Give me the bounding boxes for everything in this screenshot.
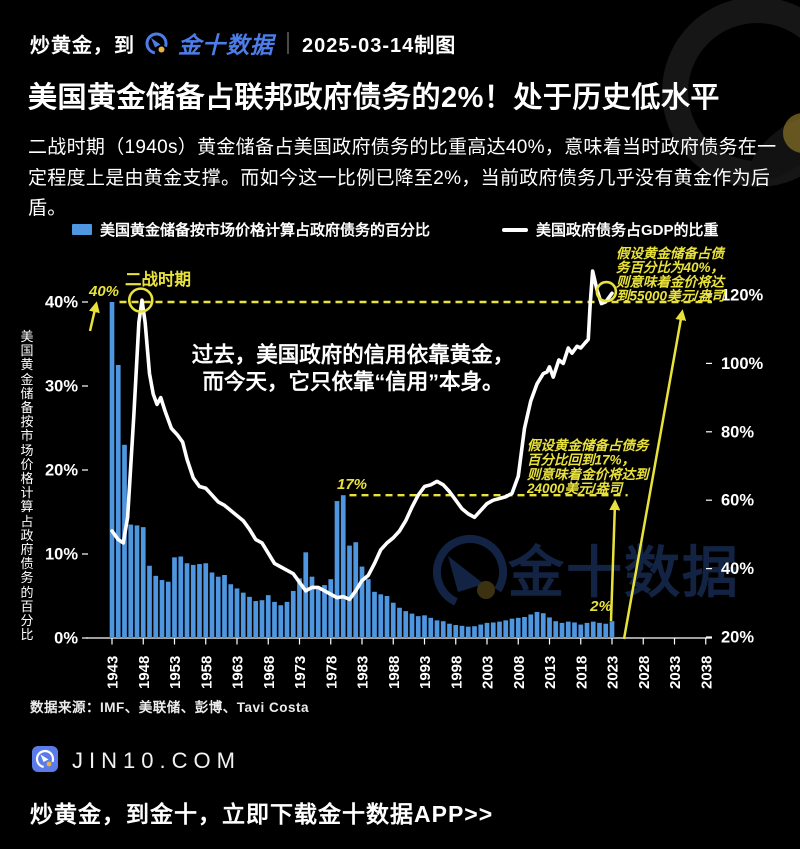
- page-title: 美国黄金储备占联邦政府债务的2%！处于历史低水平: [28, 82, 720, 114]
- svg-text:40%: 40%: [721, 560, 754, 578]
- svg-text:则意味着金价将达: 则意味着金价将达: [616, 274, 726, 289]
- svg-text:30%: 30%: [45, 378, 78, 396]
- svg-text:1973: 1973: [292, 656, 309, 689]
- site-url: JIN10.COM: [72, 748, 241, 773]
- highlight-circles: [127, 280, 618, 313]
- svg-text:1993: 1993: [417, 656, 434, 689]
- svg-text:而今天，它只依靠“信用”本身。: 而今天，它只依靠“信用”本身。: [202, 369, 503, 394]
- chart-labels: 二战时期 40% 17% 2% 假设黄金储备占债务百分比为40%，则意味着金价将达到55…: [88, 246, 727, 615]
- svg-text:2003: 2003: [480, 656, 497, 689]
- svg-text:到55000美元/盎司: 到55000美元/盎司: [616, 289, 726, 304]
- svg-text:1953: 1953: [167, 656, 184, 689]
- svg-text:2%: 2%: [589, 598, 612, 615]
- svg-text:务百分比为40%，: 务百分比为40%，: [616, 260, 724, 275]
- svg-text:120%: 120%: [721, 287, 764, 305]
- left-axis-title: 美国黄金储备按市场价格计算占政府债务的百分比: [20, 329, 34, 643]
- svg-text:2038: 2038: [698, 656, 715, 689]
- svg-text:2013: 2013: [542, 656, 559, 689]
- download-app-cta[interactable]: 炒黄金，到金十，立即下载金十数据APP>>: [30, 801, 494, 827]
- svg-text:100%: 100%: [721, 355, 764, 373]
- gold-reserve-bars: [109, 302, 615, 638]
- svg-text:1963: 1963: [230, 656, 247, 689]
- svg-text:1943: 1943: [105, 656, 122, 689]
- svg-text:1948: 1948: [136, 656, 153, 689]
- svg-text:1978: 1978: [323, 656, 340, 689]
- svg-text:20%: 20%: [45, 462, 78, 480]
- svg-text:过去，美国政府的信用依靠黄金，: 过去，美国政府的信用依靠黄金，: [192, 342, 515, 367]
- legend-gold-bars: 美国黄金储备按市场价格计算占政府债务的百分比: [72, 219, 430, 240]
- svg-text:2023: 2023: [605, 656, 622, 689]
- axes: 40% 30% 20% 10% 0% 120% 100% 80% 60% 40% 20% 1943 19…: [45, 287, 764, 690]
- svg-text:2008: 2008: [511, 656, 528, 689]
- projection-arrows: [88, 301, 687, 640]
- svg-text:40%: 40%: [45, 294, 78, 312]
- svg-text:24000美元/盎司: 24000美元/盎司: [526, 481, 624, 496]
- svg-text:1983: 1983: [355, 656, 372, 689]
- svg-text:40%: 40%: [88, 283, 119, 300]
- svg-text:20%: 20%: [721, 629, 754, 647]
- legend-line-label: 美国政府债务占GDP的比重: [536, 222, 719, 239]
- bar-swatch-icon: [72, 224, 92, 235]
- intro-paragraph: 二战时期（1940s）黄金储备占美国政府债务的比重高达40%，意味着当时政府债务…: [28, 137, 777, 219]
- svg-text:2033: 2033: [667, 656, 684, 689]
- svg-text:假设黄金储备占债务: 假设黄金储备占债务: [527, 438, 651, 453]
- svg-text:1968: 1968: [261, 656, 278, 689]
- chart-date: 2025-03-14制图: [302, 34, 457, 57]
- svg-text:10%: 10%: [45, 546, 78, 564]
- reference-lines: [119, 300, 712, 497]
- svg-text:2028: 2028: [636, 656, 653, 689]
- svg-text:80%: 80%: [721, 423, 754, 441]
- svg-text:2018: 2018: [573, 656, 590, 689]
- svg-text:1998: 1998: [448, 656, 465, 689]
- svg-text:1988: 1988: [386, 656, 403, 689]
- header-tagline: 炒黄金，到: [30, 34, 135, 57]
- jin10-app-icon: [32, 746, 58, 772]
- svg-text:0%: 0%: [54, 630, 78, 648]
- svg-text:17%: 17%: [337, 476, 367, 493]
- svg-text:60%: 60%: [721, 492, 754, 510]
- svg-text:1958: 1958: [198, 656, 215, 689]
- center-watermark-icon: 金十数据: [433, 535, 740, 609]
- jin10-logo-text: 金十数据: [178, 32, 274, 58]
- header-divider: [287, 32, 289, 54]
- svg-text:金十数据: 金十数据: [507, 541, 740, 604]
- legend-debt-gdp-line: 美国政府债务占GDP的比重: [502, 219, 719, 240]
- svg-text:百分比回到17%，: 百分比回到17%，: [527, 452, 635, 467]
- svg-text:二战时期: 二战时期: [125, 270, 191, 289]
- line-swatch-icon: [502, 227, 528, 232]
- data-source: 数据来源：IMF、美联储、彭博、Tavi Costa: [30, 700, 310, 715]
- header: 炒黄金，到 金十数据 2025-03-14制图: [30, 26, 456, 60]
- debt-gdp-line: [110, 269, 614, 602]
- jin10-logo-icon: [145, 32, 168, 54]
- legend-bars-label: 美国黄金储备按市场价格计算占政府债务的百分比: [100, 222, 431, 239]
- svg-text:则意味着金价将达到: 则意味着金价将达到: [527, 467, 651, 482]
- svg-text:假设黄金储备占债: 假设黄金储备占债: [616, 246, 725, 261]
